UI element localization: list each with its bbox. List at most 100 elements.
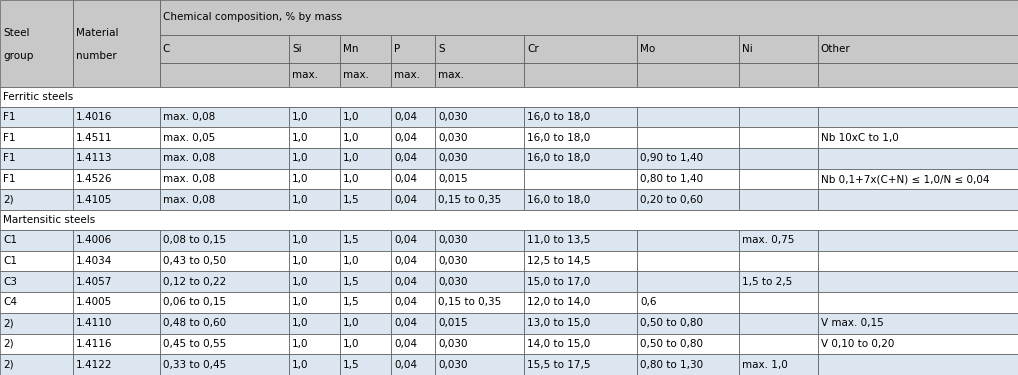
Text: Si: Si: [292, 44, 301, 54]
Bar: [73, 272, 160, 292]
Text: Mn: Mn: [343, 44, 358, 54]
Text: 15,0 to 17,0: 15,0 to 17,0: [527, 277, 590, 287]
Text: Steel: Steel: [3, 28, 30, 38]
Text: 16,0 to 18,0: 16,0 to 18,0: [527, 153, 590, 164]
Text: 0,45 to 0,55: 0,45 to 0,55: [163, 339, 226, 349]
Bar: [637, 313, 739, 333]
Bar: [739, 63, 817, 87]
Text: 1,5: 1,5: [343, 277, 359, 287]
Bar: [340, 272, 391, 292]
Bar: [73, 251, 160, 272]
Bar: [340, 148, 391, 169]
Bar: [160, 333, 289, 354]
Text: max. 0,75: max. 0,75: [742, 235, 795, 245]
Text: 1,5: 1,5: [343, 297, 359, 307]
Text: max. 0,05: max. 0,05: [163, 133, 215, 142]
Text: 12,5 to 14,5: 12,5 to 14,5: [527, 256, 590, 266]
Bar: [739, 272, 817, 292]
Text: max.: max.: [438, 70, 464, 80]
Text: 1.4034: 1.4034: [76, 256, 112, 266]
Bar: [289, 230, 340, 251]
Bar: [524, 169, 637, 189]
Text: 0,50 to 0,80: 0,50 to 0,80: [640, 339, 703, 349]
Bar: [0, 354, 73, 375]
Bar: [73, 313, 160, 333]
Text: 0,12 to 0,22: 0,12 to 0,22: [163, 277, 226, 287]
Text: 1,0: 1,0: [343, 133, 359, 142]
Bar: [0, 0, 73, 87]
Bar: [739, 106, 817, 127]
Bar: [160, 272, 289, 292]
Text: 0,04: 0,04: [394, 235, 417, 245]
Text: F1: F1: [3, 133, 15, 142]
Text: 0,48 to 0,60: 0,48 to 0,60: [163, 318, 226, 328]
Bar: [435, 292, 524, 313]
Bar: [524, 230, 637, 251]
Text: 0,04: 0,04: [394, 153, 417, 164]
Bar: [73, 169, 160, 189]
Text: 0,06 to 0,15: 0,06 to 0,15: [163, 297, 226, 307]
Text: group: group: [3, 51, 34, 62]
Text: 2): 2): [3, 360, 13, 370]
Bar: [637, 354, 739, 375]
Bar: [160, 189, 289, 210]
Text: 11,0 to 13,5: 11,0 to 13,5: [527, 235, 590, 245]
Bar: [289, 333, 340, 354]
Bar: [637, 333, 739, 354]
Bar: [0, 106, 73, 127]
Bar: [817, 272, 1018, 292]
Bar: [637, 292, 739, 313]
Text: 15,5 to 17,5: 15,5 to 17,5: [527, 360, 590, 370]
Bar: [73, 230, 160, 251]
Bar: [739, 354, 817, 375]
Bar: [739, 230, 817, 251]
Text: P: P: [394, 44, 400, 54]
Text: F1: F1: [3, 153, 15, 164]
Bar: [435, 63, 524, 87]
Text: C1: C1: [3, 235, 17, 245]
Text: C: C: [163, 44, 170, 54]
Bar: [637, 251, 739, 272]
Bar: [289, 292, 340, 313]
Bar: [739, 127, 817, 148]
Bar: [0, 210, 1018, 230]
Bar: [817, 230, 1018, 251]
Text: 1,5: 1,5: [343, 235, 359, 245]
Bar: [524, 272, 637, 292]
Bar: [0, 251, 73, 272]
Text: 0,50 to 0,80: 0,50 to 0,80: [640, 318, 703, 328]
Bar: [391, 35, 435, 63]
Text: 0,030: 0,030: [438, 153, 467, 164]
Bar: [160, 169, 289, 189]
Bar: [340, 354, 391, 375]
Text: 1,0: 1,0: [292, 195, 308, 205]
Text: C1: C1: [3, 256, 17, 266]
Text: Cr: Cr: [527, 44, 539, 54]
Bar: [739, 333, 817, 354]
Bar: [391, 313, 435, 333]
Text: 1,0: 1,0: [292, 297, 308, 307]
Text: 1,0: 1,0: [292, 235, 308, 245]
Bar: [289, 189, 340, 210]
Text: Nb 0,1+7x(C+N) ≤ 1,0/N ≤ 0,04: Nb 0,1+7x(C+N) ≤ 1,0/N ≤ 0,04: [821, 174, 989, 184]
Bar: [817, 251, 1018, 272]
Text: 1.4005: 1.4005: [76, 297, 112, 307]
Bar: [391, 189, 435, 210]
Bar: [435, 106, 524, 127]
Text: C4: C4: [3, 297, 17, 307]
Bar: [391, 169, 435, 189]
Text: 0,08 to 0,15: 0,08 to 0,15: [163, 235, 226, 245]
Bar: [817, 189, 1018, 210]
Text: 1,0: 1,0: [292, 256, 308, 266]
Text: 1.4116: 1.4116: [76, 339, 112, 349]
Bar: [739, 35, 817, 63]
Bar: [435, 189, 524, 210]
Bar: [391, 292, 435, 313]
Bar: [340, 169, 391, 189]
Text: 1.4110: 1.4110: [76, 318, 112, 328]
Text: 0,04: 0,04: [394, 318, 417, 328]
Text: 1,0: 1,0: [343, 318, 359, 328]
Text: 0,15 to 0,35: 0,15 to 0,35: [438, 297, 501, 307]
Bar: [73, 189, 160, 210]
Text: 1.4006: 1.4006: [76, 235, 112, 245]
